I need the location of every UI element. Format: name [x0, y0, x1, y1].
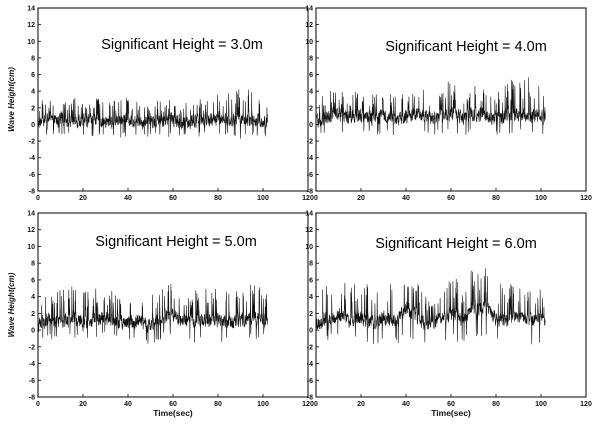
y-tick-label: 10	[305, 39, 313, 46]
x-tick-label: 120	[302, 195, 314, 202]
y-tick-label: 8	[31, 261, 35, 268]
y-tick-label: -4	[29, 155, 35, 162]
x-axis-label: Time(sec)	[431, 408, 471, 418]
y-tick-label: 12	[305, 22, 313, 29]
y-tick-label: 14	[27, 211, 35, 218]
y-tick-label: 0	[31, 122, 35, 129]
x-tick-label: 0	[314, 401, 318, 408]
y-tick-label: 2	[31, 105, 35, 112]
y-tick-label: 10	[27, 244, 35, 251]
x-tick-label: 60	[447, 401, 455, 408]
y-tick-label: -8	[29, 395, 35, 402]
x-tick-label: 40	[402, 195, 410, 202]
y-tick-label: -6	[29, 172, 35, 179]
y-tick-label: 4	[309, 294, 313, 301]
y-tick-label: 2	[309, 311, 313, 318]
x-tick-label: 80	[492, 401, 500, 408]
panel-title: Significant Height = 6.0m	[375, 236, 537, 252]
x-tick-label: 0	[36, 401, 40, 408]
y-tick-label: 6	[309, 277, 313, 284]
y-tick-label: 12	[27, 227, 35, 234]
y-tick-label: 10	[27, 39, 35, 46]
y-tick-label: 14	[305, 211, 313, 218]
y-tick-label: 4	[31, 294, 35, 301]
y-tick-label: -6	[307, 172, 313, 179]
x-tick-label: 40	[124, 401, 132, 408]
wave-series-line	[37, 283, 268, 344]
x-tick-label: 120	[302, 401, 314, 408]
x-tick-label: 20	[357, 195, 365, 202]
x-tick-label: 20	[79, 195, 87, 202]
x-tick-label: 100	[535, 401, 547, 408]
y-tick-label: 8	[309, 55, 313, 62]
y-axis-label: Wave Height(cm)	[7, 272, 16, 337]
panel-4: -8 -6 -4 -2 0 2 4 6 8 10 12 14 0 20 40 60 80 100 120 Signif…	[305, 211, 592, 419]
panel-title: Significant Height = 3.0m	[101, 37, 263, 53]
x-tick-label: 20	[357, 401, 365, 408]
y-tick-label: 12	[27, 22, 35, 29]
y-tick-label: -4	[29, 361, 35, 368]
wave-series-line	[315, 77, 546, 136]
y-tick-label: -4	[307, 155, 313, 162]
x-tick-label: 60	[169, 401, 177, 408]
x-tick-label: 80	[214, 401, 222, 408]
y-tick-label: -6	[29, 378, 35, 385]
y-tick-label: 4	[31, 89, 35, 96]
panel-title: Significant Height = 4.0m	[385, 39, 547, 55]
x-tick-label: 100	[257, 401, 269, 408]
y-tick-label: -2	[29, 139, 35, 146]
x-tick-label: 60	[169, 195, 177, 202]
panel-title: Significant Height = 5.0m	[95, 234, 257, 250]
y-tick-label: 10	[305, 244, 313, 251]
x-tick-label: 40	[124, 195, 132, 202]
y-tick-label: 8	[31, 55, 35, 62]
y-tick-label: -8	[307, 395, 313, 402]
y-tick-label: 0	[309, 328, 313, 335]
y-tick-label: 6	[31, 72, 35, 79]
y-tick-label: 8	[309, 261, 313, 268]
x-tick-label: 80	[492, 195, 500, 202]
y-tick-label: 14	[305, 6, 313, 13]
x-tick-label: 120	[580, 195, 592, 202]
x-tick-label: 60	[447, 195, 455, 202]
y-tick-label: -2	[307, 344, 313, 351]
y-tick-label: 6	[309, 72, 313, 79]
panel-2: -8 -6 -4 -2 0 2 4 6 8 10 12 14 0 20 40 60 80 100 120 Signif…	[305, 6, 592, 203]
x-axis-label: Time(sec)	[153, 408, 193, 418]
x-tick-label: 20	[79, 401, 87, 408]
x-tick-label: 100	[257, 195, 269, 202]
y-tick-label: -8	[29, 189, 35, 196]
x-tick-label: 120	[580, 401, 592, 408]
y-tick-label: 2	[31, 311, 35, 318]
x-tick-label: 0	[36, 195, 40, 202]
wave-series-line	[315, 268, 546, 345]
x-tick-label: 80	[214, 195, 222, 202]
y-tick-label: 0	[31, 328, 35, 335]
y-tick-label: 14	[27, 6, 35, 13]
y-tick-label: 0	[309, 122, 313, 129]
y-tick-label: -2	[29, 344, 35, 351]
x-tick-label: 40	[402, 401, 410, 408]
x-tick-label: 100	[535, 195, 547, 202]
y-tick-label: 12	[305, 227, 313, 234]
y-tick-label: 4	[309, 89, 313, 96]
wave-series-line	[37, 89, 268, 139]
y-tick-label: -8	[307, 189, 313, 196]
y-tick-label: 2	[309, 105, 313, 112]
y-axis-label: Wave Height(cm)	[7, 67, 16, 132]
x-tick-label: 0	[314, 195, 318, 202]
y-tick-label: -2	[307, 139, 313, 146]
plot-frame	[37, 7, 309, 192]
y-tick-label: 6	[31, 277, 35, 284]
y-tick-label: -4	[307, 361, 313, 368]
y-tick-label: -6	[307, 378, 313, 385]
